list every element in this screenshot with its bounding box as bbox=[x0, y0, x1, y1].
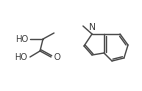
Text: HO: HO bbox=[14, 53, 27, 62]
Text: HO: HO bbox=[15, 34, 28, 43]
Text: O: O bbox=[53, 53, 60, 62]
Text: N: N bbox=[89, 23, 95, 32]
